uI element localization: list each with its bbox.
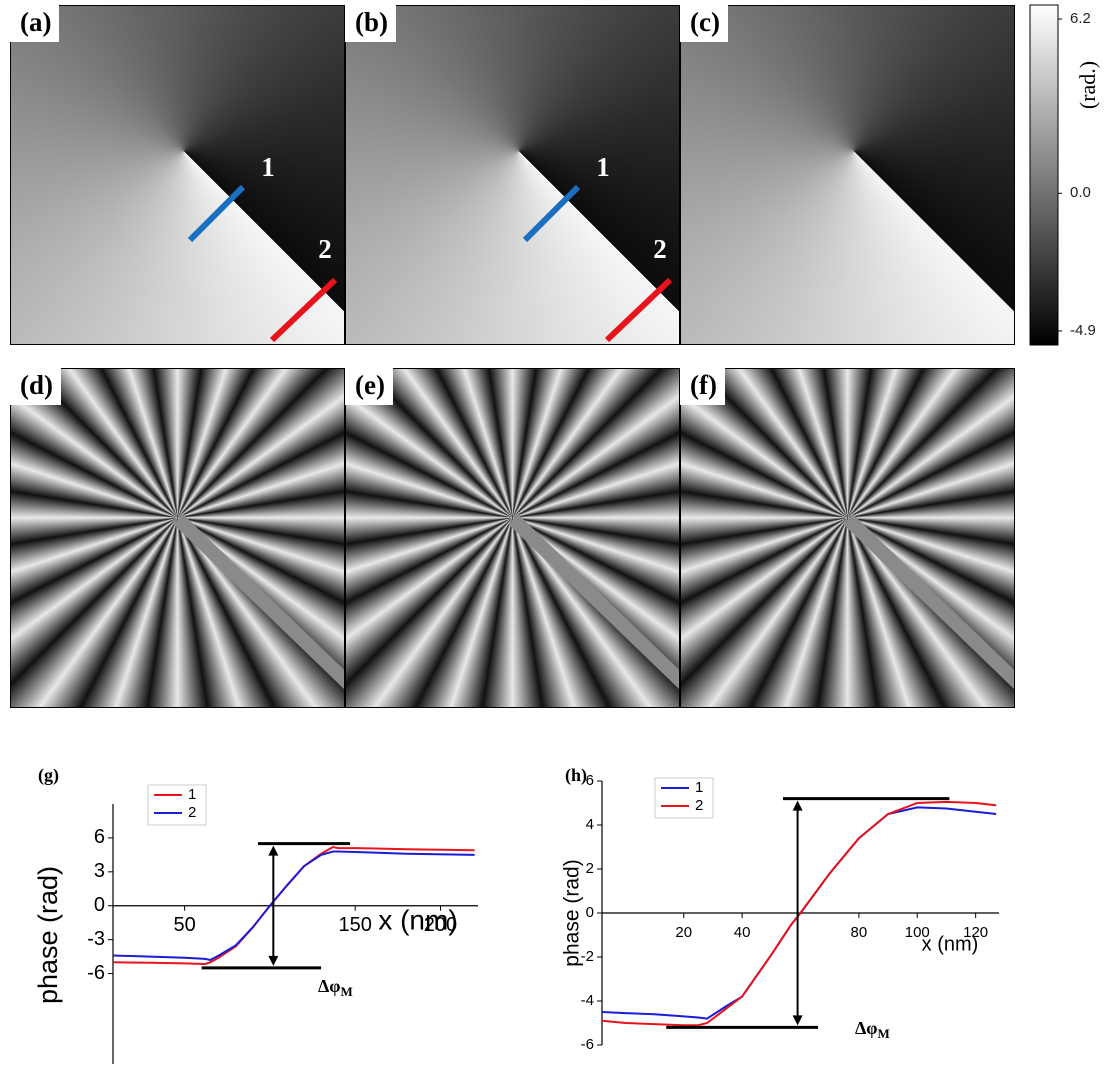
colorbar-label: (rad.) (1075, 61, 1100, 109)
colorbar-tick-label: 0.0 (1070, 184, 1091, 201)
chart-label: (h) (565, 765, 587, 786)
y-axis-label: phase (rad) (561, 859, 584, 966)
y-axis-label: phase (rad) (33, 866, 63, 1004)
y-tick-label: -3 (87, 928, 105, 950)
legend-box (655, 778, 713, 818)
profile-line (272, 280, 335, 340)
marker-label: 2 (318, 234, 332, 264)
colorbar-tick-label: 6.2 (1070, 10, 1091, 27)
x-tick-label: 150 (339, 914, 372, 936)
annotation-sub: M (341, 984, 353, 999)
y-tick-label: 6 (94, 826, 105, 848)
y-tick-label: -6 (87, 962, 105, 984)
y-tick-label: 2 (586, 860, 594, 877)
legend-label: 1 (188, 786, 196, 803)
x-tick-label: 40 (734, 924, 751, 941)
x-axis-label: x (nm) (378, 904, 457, 935)
annotation-text: Δφ (318, 976, 341, 996)
chart-label: (g) (38, 765, 59, 786)
y-tick-label: 4 (586, 816, 594, 833)
profile-line (190, 187, 243, 240)
y-tick-label: -6 (581, 1036, 594, 1053)
x-tick-label: 50 (174, 914, 196, 936)
profile-line (607, 280, 670, 340)
y-tick-label: 3 (94, 860, 105, 882)
marker-label: 2 (653, 234, 667, 264)
annotation: ΔφM (855, 1018, 890, 1041)
overlay: 12126.20.0-4.9(rad.)(g)630-3-65015020012… (0, 0, 1111, 1079)
marker-label: 1 (261, 152, 275, 182)
colorbar (1030, 5, 1058, 345)
x-tick-label: 80 (851, 924, 868, 941)
y-tick-label: 0 (586, 904, 594, 921)
legend-box (148, 785, 206, 825)
marker-label: 1 (596, 152, 610, 182)
x-tick-label: 20 (675, 924, 692, 941)
annotation-text: Δφ (855, 1018, 878, 1038)
x-axis-label: x (nm) (922, 933, 979, 955)
y-tick-label: -4 (581, 992, 594, 1009)
y-tick-label: 6 (586, 772, 594, 789)
annotation-sub: M (878, 1026, 890, 1041)
annotation: ΔφM (318, 976, 353, 999)
legend-label: 1 (695, 779, 703, 796)
figure: (a)(b)(c)(d)(e)(f)12126.20.0-4.9(rad.)(g… (0, 0, 1111, 1079)
profile-line (525, 187, 578, 240)
legend-label: 2 (695, 797, 703, 814)
colorbar-tick-label: -4.9 (1070, 322, 1096, 339)
y-tick-label: 0 (94, 894, 105, 916)
legend-label: 2 (188, 804, 196, 821)
